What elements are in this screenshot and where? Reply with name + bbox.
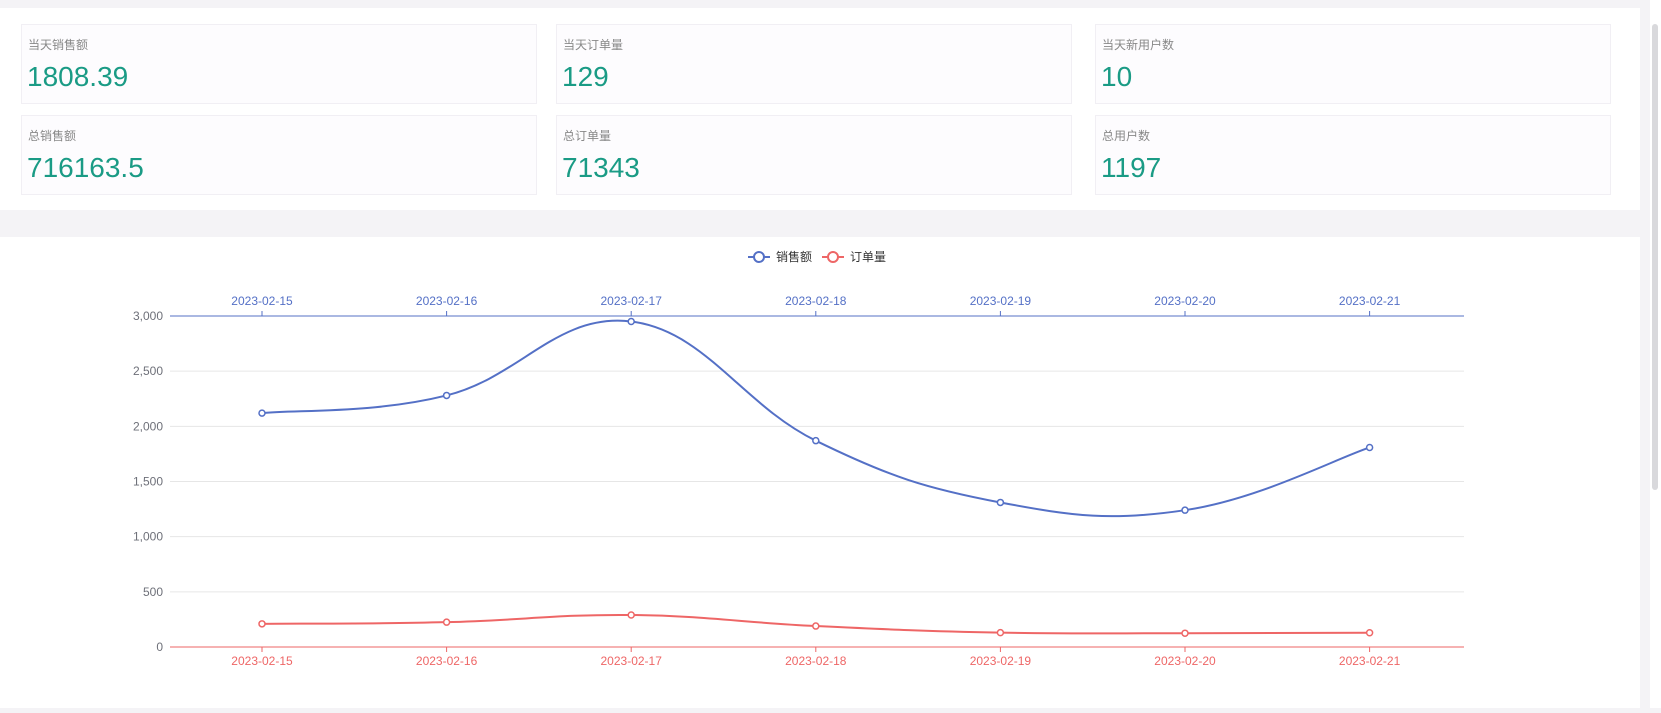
x-tick-label-top: 2023-02-19	[970, 294, 1032, 308]
data-point[interactable]	[996, 498, 1005, 507]
data-point[interactable]	[812, 622, 820, 630]
data-point[interactable]	[996, 628, 1005, 637]
x-tick-label-bottom: 2023-02-21	[1339, 654, 1401, 668]
x-tick-label-bottom: 2023-02-18	[785, 654, 847, 668]
legend-marker[interactable]	[827, 251, 839, 263]
stat-label: 当天新用户数	[1102, 38, 1175, 52]
stat-card-today-orders: 当天订单量 129	[556, 24, 1072, 104]
series-line-sales	[261, 319, 1370, 518]
x-tick-label-top: 2023-02-16	[416, 294, 478, 308]
stat-value: 129	[562, 61, 609, 92]
stat-value: 10	[1101, 61, 1133, 92]
chart-panel: 0 500 1,000 1,500 2,000 2,500 3,000 2023-02-15 2…	[0, 237, 1640, 708]
data-point[interactable]	[442, 391, 451, 400]
stat-value: 716163.5	[27, 152, 144, 183]
stat-label: 总用户数	[1102, 129, 1151, 143]
data-point[interactable]	[1365, 443, 1374, 452]
y-tick-label: 0	[156, 640, 163, 654]
data-point[interactable]	[1181, 629, 1189, 637]
legend-marker[interactable]	[753, 251, 765, 263]
stat-label: 总销售额	[28, 129, 77, 143]
stat-value: 71343	[562, 152, 640, 183]
data-point[interactable]	[442, 618, 451, 626]
data-point[interactable]	[1365, 629, 1374, 637]
data-point[interactable]	[258, 409, 266, 417]
stat-card-total-users: 总用户数 1197	[1095, 115, 1611, 195]
x-tick-label-bottom: 2023-02-17	[601, 654, 663, 668]
x-tick-label-top: 2023-02-21	[1339, 294, 1401, 308]
x-tick-label-bottom: 2023-02-20	[1154, 654, 1216, 668]
data-point[interactable]	[1181, 506, 1189, 514]
x-tick-label-top: 2023-02-15	[231, 294, 293, 308]
y-tick-label: 500	[143, 585, 163, 599]
y-tick-label: 2,000	[133, 419, 163, 433]
x-tick-label-top: 2023-02-17	[601, 294, 663, 308]
stat-card-total-orders: 总订单量 71343	[556, 115, 1072, 195]
x-tick-label-bottom: 2023-02-15	[231, 654, 293, 668]
x-tick-label-top: 2023-02-18	[785, 294, 847, 308]
data-point[interactable]	[258, 620, 266, 628]
y-tick-label: 3,000	[133, 309, 163, 323]
x-tick-label-bottom: 2023-02-19	[970, 654, 1032, 668]
y-tick-label: 2,500	[133, 364, 163, 378]
stat-card-total-sales: 总销售额 716163.5	[21, 115, 537, 195]
stat-value: 1808.39	[27, 61, 129, 92]
stat-value: 1197	[1101, 152, 1162, 183]
y-tick-label: 1,000	[133, 530, 163, 544]
data-point[interactable]	[627, 317, 635, 326]
data-point[interactable]	[627, 611, 635, 619]
data-point[interactable]	[812, 436, 820, 445]
stats-panel: 当天销售额 1808.39 当天订单量 129 当天新用户数 10 总销售额 7…	[0, 8, 1640, 210]
legend-label[interactable]: 订单量	[850, 250, 886, 264]
scrollbar[interactable]	[1650, 0, 1661, 708]
stat-label: 当天销售额	[28, 38, 89, 52]
stat-label: 当天订单量	[563, 38, 624, 52]
stat-card-today-new-users: 当天新用户数 10	[1095, 24, 1611, 104]
x-tick-label-top: 2023-02-20	[1154, 294, 1216, 308]
sales-orders-line-chart: 0 500 1,000 1,500 2,000 2,500 3,000 2023-02-15 2…	[133, 249, 1464, 668]
stat-label: 总订单量	[563, 129, 612, 143]
y-tick-label: 1,500	[133, 475, 163, 489]
x-tick-label-bottom: 2023-02-16	[416, 654, 478, 668]
scrollbar-thumb[interactable]	[1652, 24, 1658, 490]
legend-label[interactable]: 销售额	[776, 249, 812, 264]
stat-card-today-sales: 当天销售额 1808.39	[21, 24, 537, 104]
